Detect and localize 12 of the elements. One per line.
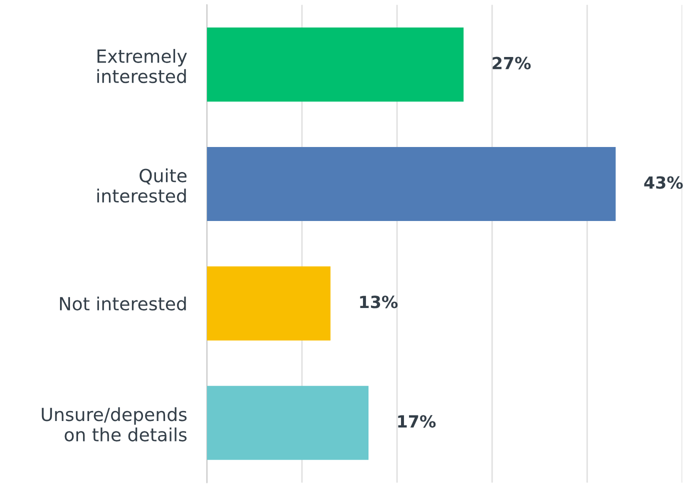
data-label: 13% — [360, 296, 398, 308]
bar — [206, 146, 616, 222]
y-tick-label: Extremely interested — [97, 48, 187, 84]
y-tick-label: Not interested — [60, 296, 186, 311]
bar — [206, 386, 369, 460]
data-label: 17% — [398, 415, 436, 428]
bar — [206, 266, 330, 340]
y-tick-label: Unsure/depends on the details — [42, 407, 187, 442]
y-tick-label: Quite interested — [97, 168, 186, 203]
data-label: 43% — [644, 176, 683, 189]
bar — [206, 28, 464, 102]
data-label: 27% — [492, 56, 531, 70]
